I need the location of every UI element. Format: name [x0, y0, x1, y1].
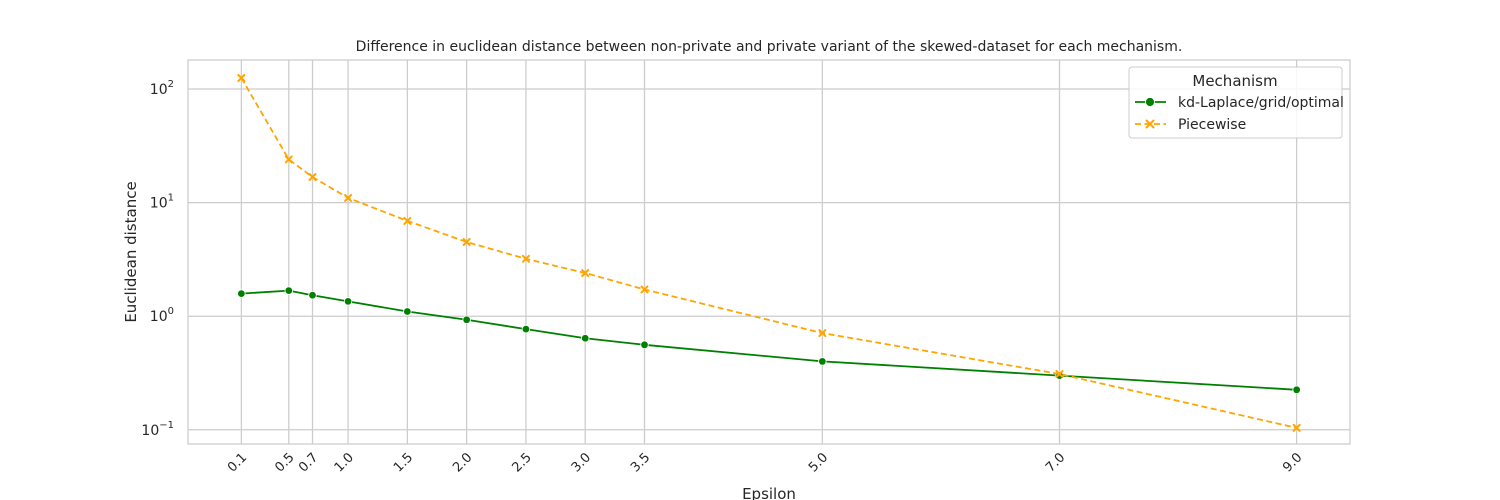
- legend-entry-1: Piecewise: [1135, 117, 1246, 133]
- data-point: [344, 193, 353, 202]
- x-tick-label: 1.0: [332, 450, 357, 475]
- x-axis-label: Epsilon: [742, 485, 796, 500]
- series-1: [237, 73, 1301, 432]
- data-point: [237, 73, 246, 82]
- x-tick-label: 0.5: [272, 450, 297, 475]
- x-tick-label: 2.0: [450, 450, 475, 475]
- series-line: [241, 289, 1297, 391]
- data-point: [462, 315, 471, 324]
- legend-label: Piecewise: [1178, 117, 1246, 133]
- data-point: [462, 237, 471, 246]
- data-point: [818, 329, 827, 338]
- data-point: [237, 289, 246, 298]
- legend-box: [1128, 66, 1343, 139]
- data-point: [818, 357, 827, 366]
- series-layer: [237, 73, 1301, 432]
- x-tick-label: 7.0: [1043, 450, 1068, 475]
- x-tick-label: 5.0: [806, 450, 831, 475]
- legend-label: kd-Laplace/grid/optimal: [1178, 95, 1344, 111]
- legend-swatch-marker: [1145, 97, 1155, 107]
- data-point: [403, 216, 412, 225]
- y-tick-label: 100: [150, 306, 174, 325]
- x-tick-label: 0.1: [225, 450, 250, 475]
- series-0: [237, 286, 1301, 394]
- y-axis-ticks: 10−1 100 101 102: [141, 79, 174, 439]
- data-point: [284, 155, 293, 164]
- chart-title: Difference in euclidean distance between…: [356, 39, 1183, 55]
- x-tick-label: 0.7: [296, 450, 321, 475]
- data-point: [1292, 385, 1301, 394]
- data-point: [640, 285, 649, 294]
- data-point: [308, 173, 317, 182]
- x-tick-label: 3.0: [569, 450, 594, 475]
- x-axis-ticks: 0.1 0.50.7 1.0 1.5 2.0 2.5 3.0 3.5 5.0 7.0 9.0: [225, 450, 1306, 475]
- x-tick-label: 2.5: [510, 450, 535, 475]
- legend-entry-0: kd-Laplace/grid/optimal: [1135, 95, 1344, 111]
- data-point: [308, 291, 317, 300]
- legend-title: Mechanism: [1192, 72, 1277, 90]
- data-point: [284, 286, 293, 295]
- data-point: [1292, 423, 1301, 432]
- data-point: [640, 340, 649, 350]
- y-tick-label: 10−1: [141, 420, 174, 439]
- plot-area: [187, 59, 1351, 445]
- x-tick-label: 1.5: [391, 450, 416, 475]
- x-tick-label: 3.5: [628, 450, 653, 475]
- data-point: [581, 334, 590, 343]
- legend-entries: kd-Laplace/grid/optimal Piecewise: [1135, 95, 1344, 133]
- data-point: [521, 324, 531, 334]
- data-point: [581, 269, 590, 278]
- legend: Mechanism kd-Laplace/grid/optimal Piecewi…: [1128, 66, 1344, 139]
- y-axis-label: Euclidean distance: [122, 181, 140, 322]
- y-tick-label: 102: [150, 79, 174, 98]
- data-point: [403, 307, 412, 316]
- data-point: [1055, 369, 1064, 378]
- x-tick-label: 9.0: [1280, 450, 1305, 475]
- data-point: [343, 297, 353, 306]
- data-point: [521, 254, 530, 263]
- y-tick-label: 101: [150, 193, 174, 212]
- legend-swatch-marker: [1145, 119, 1155, 129]
